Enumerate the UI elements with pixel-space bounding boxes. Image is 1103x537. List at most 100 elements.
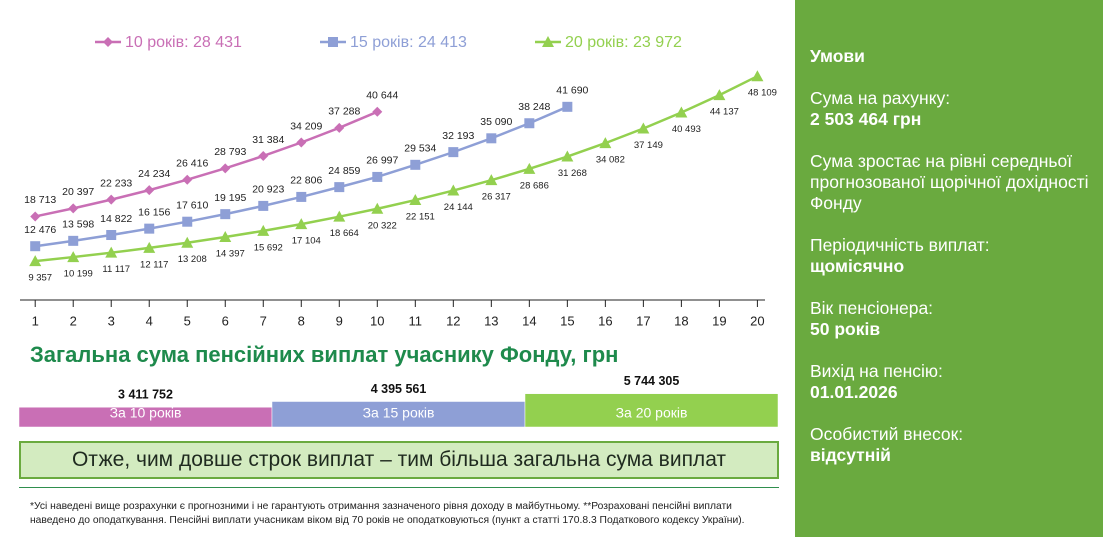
data-label: 31 268: [558, 168, 587, 179]
point: [220, 163, 231, 174]
data-label: 17 104: [292, 236, 321, 247]
data-label: 18 713: [24, 194, 56, 206]
point: [219, 231, 232, 243]
bar-category-label: За 15 років: [363, 405, 435, 421]
point: [29, 255, 42, 267]
point: [675, 106, 688, 118]
data-label: 9 357: [28, 273, 52, 284]
point: [562, 101, 573, 112]
x-tick-label: 15: [560, 313, 574, 328]
point: [67, 251, 80, 263]
point: [371, 202, 384, 214]
data-label: 22 233: [100, 177, 132, 189]
x-tick-label: 16: [598, 313, 612, 328]
point: [409, 194, 422, 206]
data-label: 10 199: [64, 269, 93, 280]
data-label: 20 322: [368, 220, 397, 231]
condition-label: Особистий внесок:: [810, 424, 964, 444]
chart-title: Загальна сума пенсійних виплат учаснику …: [30, 342, 618, 367]
x-tick-label: 2: [70, 313, 77, 328]
x-tick-label: 12: [446, 313, 460, 328]
series-line: [34, 110, 378, 218]
point: [182, 174, 193, 185]
condition-value: відсутній: [810, 445, 891, 465]
legend-marker: [328, 37, 338, 47]
data-label: 28 793: [214, 146, 246, 158]
condition-label: Вихід на пенсію:: [810, 361, 943, 381]
data-label: 41 690: [556, 85, 588, 97]
condition: Сума зростає на рівні середньої прогнозо…: [810, 151, 1091, 214]
legend-marker: [542, 36, 554, 47]
data-label: 14 822: [100, 213, 132, 225]
x-tick-label: 19: [712, 313, 726, 328]
legend-label: 15 років: 24 413: [350, 34, 467, 51]
x-tick-label: 10: [370, 313, 384, 328]
x-tick-label: 1: [32, 313, 39, 328]
point: [30, 211, 41, 222]
x-tick-label: 6: [222, 313, 229, 328]
point: [333, 210, 346, 222]
bar: [271, 401, 526, 428]
bar-value-label: 4 395 561: [371, 382, 427, 396]
bar-category-label: За 20 років: [616, 405, 688, 421]
data-label: 40 644: [366, 90, 398, 102]
condition-value: щомісячно: [810, 256, 905, 276]
legend-label: 20 років: 23 972: [565, 34, 682, 51]
point: [485, 174, 498, 186]
point: [523, 162, 536, 174]
data-label: 15 692: [254, 242, 283, 253]
data-label: 38 248: [518, 101, 550, 113]
data-label: 19 195: [214, 192, 246, 204]
point: [295, 218, 308, 230]
x-tick-label: 4: [146, 313, 153, 328]
data-label: 37 288: [328, 106, 360, 118]
data-label: 40 493: [672, 124, 701, 135]
condition-value: 50 років: [810, 319, 881, 339]
point: [258, 200, 269, 211]
data-label: 12 476: [24, 224, 56, 236]
condition-label: Сума зростає на рівні середньої прогнозо…: [810, 151, 1089, 213]
x-tick-label: 5: [184, 313, 191, 328]
data-label: 16 156: [138, 206, 170, 218]
point: [182, 216, 193, 227]
footnote: *Усі наведені вище розрахунки є прогнозн…: [30, 501, 745, 526]
point: [143, 241, 156, 253]
condition-label: Вік пенсіонера:: [810, 298, 934, 318]
condition-value: 2 503 464 грн: [810, 109, 922, 129]
data-label: 26 317: [482, 192, 511, 203]
x-tick-label: 13: [484, 313, 498, 328]
point: [561, 150, 574, 162]
legend-marker: [103, 37, 113, 47]
point: [599, 137, 612, 149]
conditions-panel: Умови Сума на рахунку: 2 503 464 грн Сума …: [795, 0, 1103, 537]
condition: Сума на рахунку: 2 503 464 грн: [810, 88, 1091, 130]
bar-category-label: За 10 років: [110, 405, 182, 421]
data-label: 14 397: [216, 249, 245, 260]
point: [68, 203, 79, 214]
condition: Вік пенсіонера: 50 років: [810, 298, 1091, 340]
data-label: 32 193: [442, 130, 474, 142]
data-label: 12 117: [140, 259, 168, 270]
x-tick-label: 3: [108, 313, 115, 328]
point: [68, 235, 79, 246]
point: [106, 230, 117, 241]
condition: Особистий внесок: відсутній: [810, 424, 1091, 466]
point: [372, 171, 383, 182]
point: [30, 241, 41, 252]
data-label: 29 534: [404, 143, 436, 155]
separator: [19, 487, 779, 488]
point: [144, 223, 155, 234]
x-tick-label: 18: [674, 313, 688, 328]
condition-label: Періодичність виплат:: [810, 235, 990, 255]
point: [257, 224, 270, 236]
bar-value-label: 5 744 305: [624, 374, 680, 388]
data-label: 13 208: [178, 254, 207, 265]
data-label: 34 209: [290, 120, 322, 132]
data-label: 17 610: [176, 199, 208, 211]
data-label: 28 686: [520, 180, 549, 191]
point: [296, 191, 307, 202]
data-label: 31 384: [252, 134, 284, 146]
panel-title: Умови: [810, 46, 865, 66]
point: [448, 147, 459, 158]
